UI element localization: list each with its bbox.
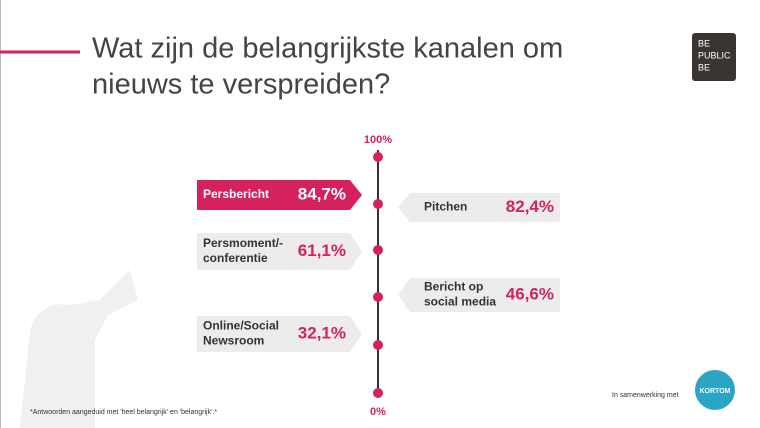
logo-text: BE (698, 62, 710, 72)
partner-logo-text: KORTOM (700, 388, 731, 395)
callout-value: 82,4% (506, 197, 554, 216)
title-line: nieuws te verspreiden? (92, 69, 390, 101)
dot (373, 199, 383, 209)
partner-logo (695, 370, 735, 410)
title-line: Wat zijn de belangrijkste kanalen om (92, 33, 563, 65)
callout-label: Persmoment/- (203, 236, 283, 250)
callout-label: Pitchen (424, 200, 467, 214)
footnote: *Antwoorden aangeduid met 'heel belangri… (30, 409, 217, 416)
dot (373, 340, 383, 350)
dot (373, 245, 383, 255)
callout-value: 32,1% (298, 323, 346, 342)
logo-box (692, 33, 736, 81)
callout-label: Online/Social (203, 319, 279, 333)
logo-text: BE (698, 38, 710, 48)
dot (373, 388, 383, 398)
callout (398, 193, 560, 222)
callout-label: Bericht op (424, 280, 483, 294)
axis-dots (373, 152, 383, 398)
megaphone-figure (20, 270, 138, 428)
logo-text: PUBLIC (698, 50, 731, 60)
dot (373, 152, 383, 162)
callout-label: Newsroom (203, 334, 264, 348)
callout-value: 46,6% (506, 284, 554, 303)
partner-text: In samenwerking met (612, 392, 679, 399)
callout-value: 84,7% (298, 184, 346, 203)
callout (197, 180, 362, 210)
callout-label: social media (424, 295, 496, 309)
callout-label: conferentie (203, 251, 268, 265)
callout-label: Persbericht (203, 187, 269, 201)
callout-value: 61,1% (298, 241, 346, 260)
callout (398, 278, 560, 312)
axis-bottom-label: 0% (370, 406, 386, 418)
dot (373, 292, 383, 302)
axis-top-label: 100% (364, 134, 392, 146)
callout (197, 316, 362, 352)
callout (197, 233, 362, 270)
